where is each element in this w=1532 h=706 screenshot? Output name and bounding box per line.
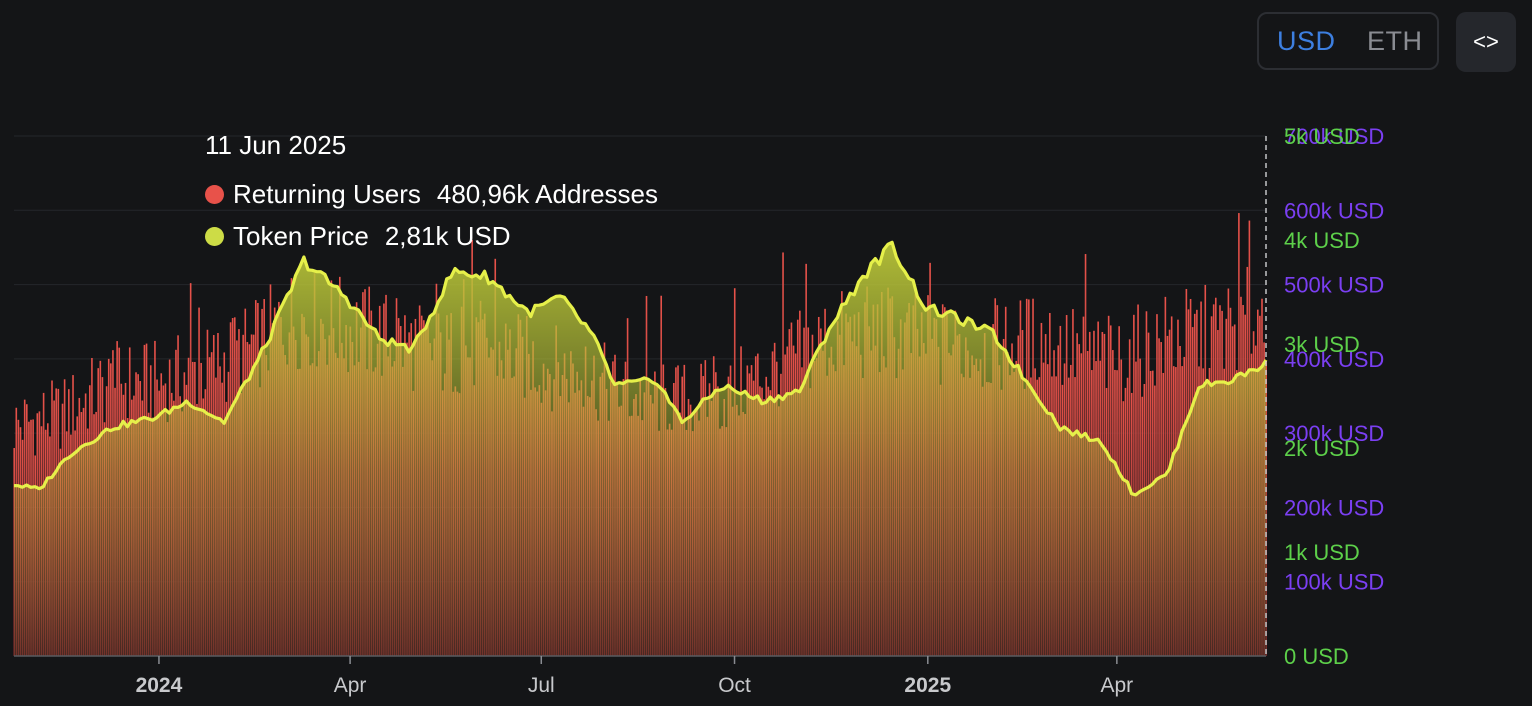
currency-option-eth[interactable]: ETH [1367,25,1423,56]
y-axis-users-label: 500k USD [1284,273,1384,298]
x-axis-tick-label: 2025 [904,674,951,697]
y-axis-price-label: 5k USD [1284,124,1360,149]
y-axis-price-label: 2k USD [1284,436,1360,461]
returning-users-bar [1133,314,1135,656]
y-axis-users-label: 200k USD [1284,495,1384,520]
returning-users-bar [1137,304,1139,656]
y-axis-users-label: 600k USD [1284,198,1384,223]
y-axis-users-label: 100k USD [1284,570,1384,595]
y-axis-price-label: 1k USD [1284,540,1360,565]
code-brackets-icon: <> [1473,29,1499,54]
y-axis-users-label: 400k USD [1284,347,1384,372]
token-price-line [13,240,1268,497]
x-axis-tick-label: 2024 [136,674,183,697]
token-price-area [14,242,1266,657]
x-axis-tick-label: Oct [718,674,751,697]
y-axis-price-label: 3k USD [1284,332,1360,357]
currency-toggle: USD ETH [1257,12,1439,70]
x-axis-tick-label: Apr [334,674,367,697]
y-axis-users-label: 300k USD [1284,421,1384,446]
currency-option-usd[interactable]: USD [1277,25,1336,56]
embed-button[interactable]: <> [1456,12,1516,72]
y-axis-users-label: 700k USD [1284,124,1384,149]
x-axis-tick-label: Jul [528,674,555,697]
returning-users-bar [1145,311,1148,656]
y-axis-price-label: 0 USD [1284,644,1349,669]
x-axis-tick-label: Apr [1101,674,1134,697]
y-axis-price-label: 4k USD [1284,228,1360,253]
